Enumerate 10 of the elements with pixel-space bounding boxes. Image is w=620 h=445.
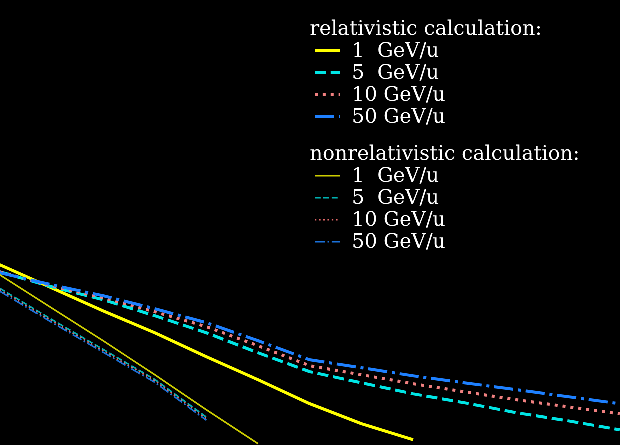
legend-label: 10 GeV/u [352,207,446,231]
legend-label: 1 GeV/u [352,163,440,187]
legend-label: 10 GeV/u [352,82,446,106]
legend-label: 5 GeV/u [352,60,440,84]
legend-label: 50 GeV/u [352,104,446,128]
legend-label: 50 GeV/u [352,229,446,253]
legend-title: relativistic calculation: [310,16,542,40]
legend-label: 5 GeV/u [352,185,440,209]
text: nonrelativistic calculation: [310,141,580,165]
legend-label: 1 GeV/u [352,38,440,62]
